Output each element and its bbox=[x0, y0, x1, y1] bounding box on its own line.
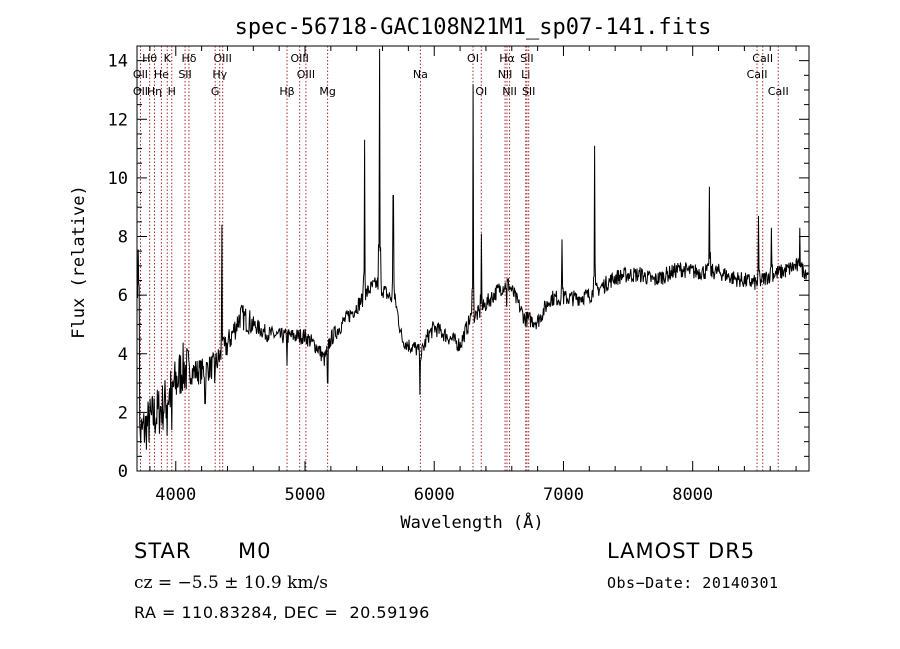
line-marker-label: Hδ bbox=[181, 52, 196, 65]
tick-label: 6000 bbox=[414, 485, 455, 505]
tick-label: 6 bbox=[118, 286, 128, 306]
line-marker-label: H bbox=[168, 85, 176, 98]
tick-label: 14 bbox=[108, 52, 128, 72]
line-marker-label: NII bbox=[498, 68, 513, 81]
tick-label: 4 bbox=[118, 345, 128, 365]
line-marker-label: NII bbox=[502, 85, 517, 98]
line-marker-label: Hγ bbox=[212, 68, 227, 81]
spectrum-line bbox=[137, 48, 809, 450]
axes: 4000 5000 6000 7000 8000 0 2 4 6 8 10 12 14 bbox=[108, 46, 809, 505]
obs-date: Obs−Date: 20140301 bbox=[607, 574, 779, 592]
line-marker-label: OIII bbox=[213, 52, 231, 65]
line-marker-label: OIII bbox=[297, 68, 315, 81]
line-marker-label: Mg bbox=[319, 85, 335, 98]
line-marker-label: CaII bbox=[768, 85, 789, 98]
line-marker-label: CaII bbox=[747, 68, 768, 81]
line-marker-label: OI bbox=[467, 52, 479, 65]
line-marker-label: K bbox=[164, 52, 172, 65]
tick-label: 8 bbox=[118, 228, 128, 248]
line-marker-label: Hα bbox=[499, 52, 515, 65]
coordinates: RA = 110.83284, DEC = 20.59196 bbox=[134, 603, 430, 622]
survey-name: LAMOST DR5 bbox=[607, 539, 756, 563]
line-marker-label: He bbox=[154, 68, 169, 81]
line-marker-label: Hη bbox=[147, 85, 162, 98]
tick-label: 4000 bbox=[155, 485, 196, 505]
line-marker-label: G bbox=[211, 85, 220, 98]
line-marker-label: OI bbox=[475, 85, 487, 98]
object-class: STAR bbox=[134, 539, 192, 563]
tick-label: 2 bbox=[118, 403, 128, 423]
tick-label: 8000 bbox=[672, 485, 713, 505]
line-marker-label: OII bbox=[133, 85, 148, 98]
object-subclass: M0 bbox=[238, 539, 272, 563]
line-marker-label: Hβ bbox=[279, 85, 294, 98]
chart-title: spec-56718-GAC108N21M1_sp07-141.fits bbox=[235, 15, 712, 40]
line-marker-label: Na bbox=[413, 68, 428, 81]
tick-label: 0 bbox=[118, 462, 128, 482]
tick-label: 10 bbox=[108, 169, 128, 189]
tick-label: 7000 bbox=[543, 485, 584, 505]
line-marker-label: Hθ bbox=[142, 52, 157, 65]
line-marker-label: SII bbox=[520, 52, 533, 65]
line-marker-label: OIII bbox=[291, 52, 309, 65]
plot-frame bbox=[136, 45, 810, 472]
tick-label: 5000 bbox=[285, 485, 326, 505]
line-marker-label: SII bbox=[178, 68, 191, 81]
y-axis-label: Flux (relative) bbox=[69, 185, 89, 339]
line-marker-label: CaII bbox=[752, 52, 773, 65]
redshift-info: cz = −5.5 ± 10.9 km/s bbox=[134, 573, 328, 593]
line-markers: Hθ K Hδ OIII OIII OI Hα SII CaII OII He SII Hγ OIII Na… bbox=[133, 46, 789, 471]
spectrum-series bbox=[137, 48, 809, 450]
line-marker-label: SII bbox=[522, 85, 535, 98]
tick-label: 12 bbox=[108, 110, 128, 130]
x-axis-label: Wavelength (Å) bbox=[400, 511, 543, 533]
line-marker-label: Li bbox=[521, 68, 530, 81]
